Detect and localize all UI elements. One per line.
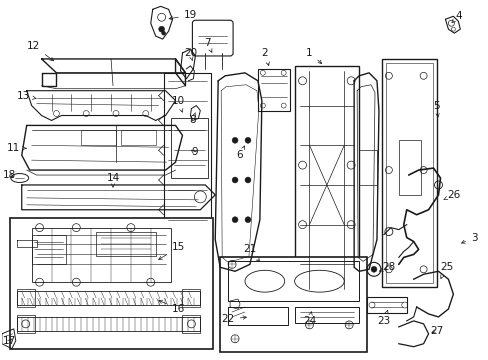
Text: 9: 9: [191, 147, 197, 157]
Ellipse shape: [11, 174, 29, 183]
Bar: [17, 315, 35, 333]
Bar: [289, 274, 304, 294]
Text: 14: 14: [106, 173, 120, 187]
Text: 26: 26: [443, 190, 459, 200]
Text: 11: 11: [7, 143, 26, 153]
FancyBboxPatch shape: [192, 20, 233, 56]
Text: 28: 28: [379, 262, 395, 272]
Text: 19: 19: [169, 10, 197, 20]
Bar: [96, 231, 155, 256]
Circle shape: [158, 26, 164, 32]
Circle shape: [162, 31, 165, 35]
Text: 8: 8: [189, 113, 195, 126]
Bar: [385, 63, 432, 283]
Circle shape: [232, 217, 238, 223]
Circle shape: [244, 177, 250, 183]
Text: 3: 3: [461, 233, 477, 243]
Circle shape: [370, 266, 376, 272]
Bar: [294, 66, 358, 294]
Text: 6: 6: [236, 146, 244, 160]
Ellipse shape: [244, 270, 284, 292]
Text: 17: 17: [3, 336, 17, 346]
Text: 21: 21: [243, 244, 259, 262]
Bar: [10, 218, 213, 349]
Text: 2: 2: [261, 48, 269, 66]
Bar: [228, 307, 287, 325]
Ellipse shape: [294, 270, 344, 292]
Text: 13: 13: [17, 91, 36, 101]
Bar: [81, 130, 116, 145]
Bar: [220, 257, 366, 352]
Bar: [257, 69, 289, 111]
Bar: [17, 317, 200, 331]
Circle shape: [232, 137, 238, 143]
Bar: [163, 73, 211, 237]
Text: 27: 27: [429, 326, 442, 336]
Bar: [17, 289, 35, 307]
Text: 1: 1: [305, 48, 321, 64]
Bar: [170, 118, 208, 178]
Bar: [182, 289, 200, 307]
Text: 4: 4: [451, 11, 461, 23]
Bar: [358, 150, 376, 185]
Bar: [228, 261, 358, 301]
Bar: [294, 307, 358, 323]
Bar: [381, 59, 436, 287]
Bar: [121, 130, 155, 145]
Text: 10: 10: [172, 96, 184, 112]
Bar: [366, 297, 406, 313]
Text: 24: 24: [302, 312, 315, 326]
Text: 22: 22: [221, 314, 246, 324]
Bar: [32, 228, 170, 282]
Bar: [348, 274, 364, 294]
Text: 15: 15: [159, 243, 185, 260]
Bar: [398, 140, 420, 195]
Text: 20: 20: [183, 48, 197, 61]
Bar: [17, 291, 200, 305]
Circle shape: [244, 217, 250, 223]
Text: 12: 12: [27, 41, 54, 61]
Text: 16: 16: [159, 300, 185, 314]
Bar: [32, 235, 66, 264]
Text: 18: 18: [3, 170, 17, 180]
Text: 25: 25: [439, 262, 452, 279]
Circle shape: [244, 137, 250, 143]
Bar: [182, 315, 200, 333]
Text: 23: 23: [377, 310, 390, 326]
Circle shape: [232, 177, 238, 183]
Text: 5: 5: [432, 100, 439, 117]
Text: 7: 7: [203, 38, 211, 52]
